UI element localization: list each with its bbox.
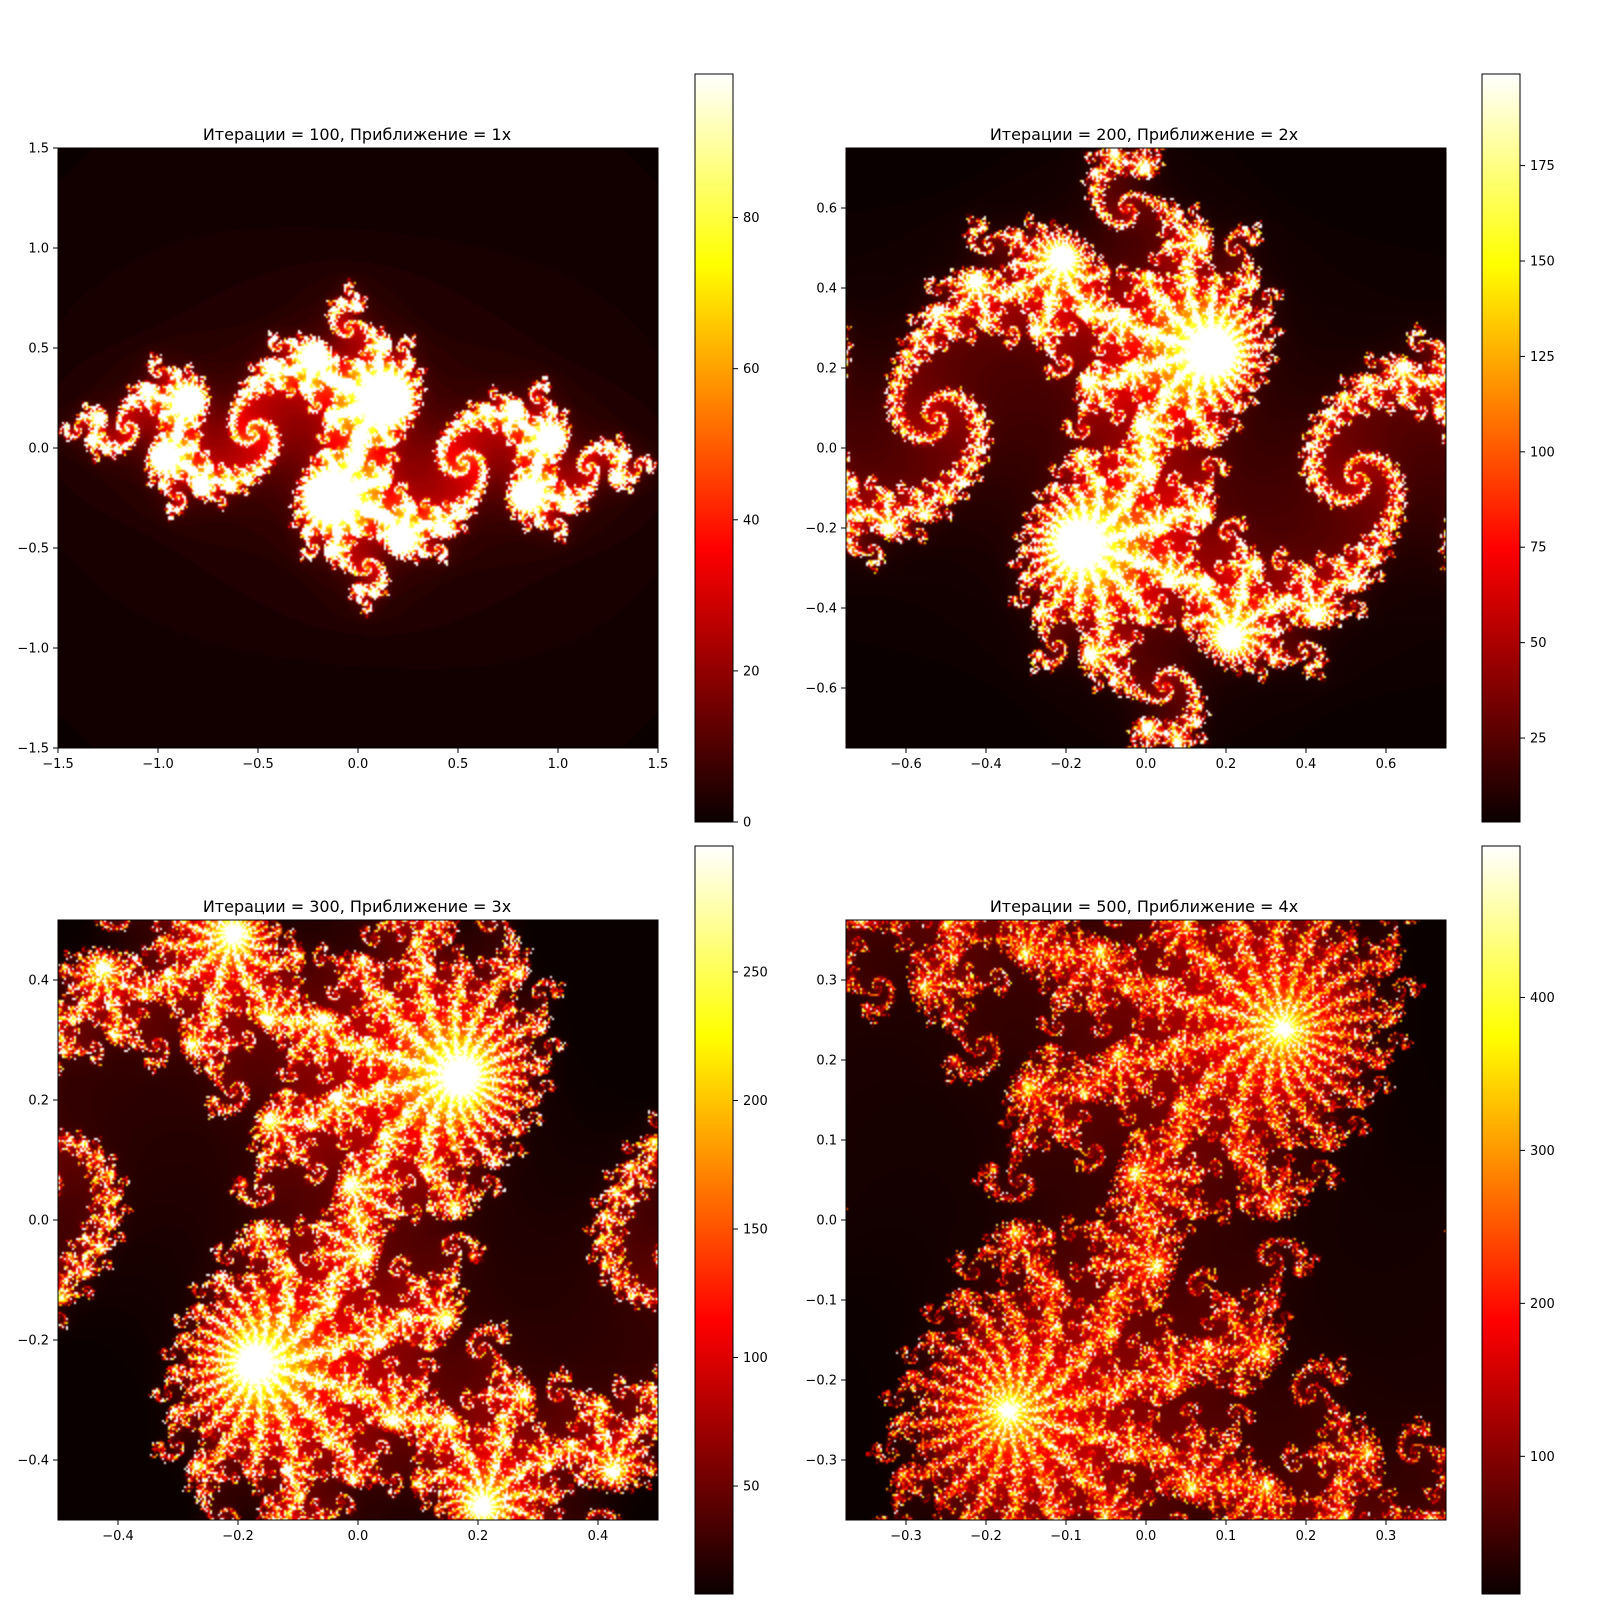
panel-title: Итерации = 200, Приближение = 2x xyxy=(990,125,1298,144)
y-tick-label: −1.5 xyxy=(17,742,49,757)
y-tick-label: −1.0 xyxy=(17,642,49,657)
x-tick-label: 0.0 xyxy=(348,1529,369,1544)
x-tick-label: 0.6 xyxy=(1376,757,1397,772)
colorbar-tick-label: 80 xyxy=(743,211,760,226)
y-tick-label: 0.4 xyxy=(816,282,837,297)
colorbar-frame xyxy=(1481,845,1521,1595)
colorbar-tick-label: 50 xyxy=(743,1480,760,1495)
colorbar-tick-label: 250 xyxy=(743,965,768,980)
y-tick-label: 0.2 xyxy=(816,362,837,377)
panel-1: Итерации = 100, Приближение = 1x −1.5 −1.… xyxy=(17,73,760,831)
fractal-image xyxy=(846,148,1446,748)
y-tick-label: −0.6 xyxy=(805,682,837,697)
x-tick-label: −1.5 xyxy=(42,757,74,772)
y-tick-label: 0.0 xyxy=(816,1214,837,1229)
x-tick-label: 0.0 xyxy=(1136,1529,1157,1544)
y-tick-label: −0.2 xyxy=(805,522,837,537)
y-tick-label: 0.4 xyxy=(28,974,49,989)
x-tick-label: −1.0 xyxy=(142,757,174,772)
x-tick-label: 0.0 xyxy=(348,757,369,772)
colorbar xyxy=(695,74,733,822)
panel-2: Итерации = 200, Приближение = 2x −0.6 −0.… xyxy=(805,73,1555,823)
x-tick-label: 0.2 xyxy=(1216,757,1237,772)
panel-title: Итерации = 100, Приближение = 1x xyxy=(203,125,511,144)
y-tick-label: 0.0 xyxy=(816,442,837,457)
x-tick-label: −0.2 xyxy=(222,1529,254,1544)
y-tick-label: −0.4 xyxy=(805,602,837,617)
x-tick-label: 0.4 xyxy=(588,1529,609,1544)
y-tick-label: −0.2 xyxy=(17,1334,49,1349)
y-tick-label: 0.3 xyxy=(816,974,837,989)
colorbar-tick-label: 125 xyxy=(1530,350,1555,365)
colorbar-tick-label: 50 xyxy=(1530,636,1547,651)
y-tick-label: −0.1 xyxy=(805,1294,837,1309)
panel-3: Итерации = 300, Приближение = 3x −0.4 −0.… xyxy=(17,845,768,1595)
x-tick-label: 1.0 xyxy=(548,757,569,772)
y-tick-label: −0.4 xyxy=(17,1454,49,1469)
colorbar-tick-label: 300 xyxy=(1530,1144,1555,1159)
y-tick-label: 0.2 xyxy=(816,1054,837,1069)
fractal-image xyxy=(58,148,658,748)
colorbar-tick-label: 100 xyxy=(1530,445,1555,460)
fractal-image xyxy=(846,920,1446,1520)
x-tick-label: −0.4 xyxy=(970,757,1002,772)
colorbar-tick-label: 100 xyxy=(1530,1450,1555,1465)
y-tick-label: −0.5 xyxy=(17,542,49,557)
colorbar-frame xyxy=(1481,73,1521,823)
colorbar-tick-label: 200 xyxy=(743,1094,768,1109)
x-tick-label: 0.4 xyxy=(1296,757,1317,772)
colorbar-tick-label: 175 xyxy=(1530,159,1555,174)
colorbar-tick-label: 400 xyxy=(1530,991,1555,1006)
y-tick-label: 0.1 xyxy=(816,1134,837,1149)
x-tick-label: −0.2 xyxy=(970,1529,1002,1544)
y-tick-label: 1.5 xyxy=(28,142,49,157)
colorbar-tick-label: 150 xyxy=(1530,255,1555,270)
y-tick-label: −0.2 xyxy=(805,1374,837,1389)
colorbar-tick-label: 20 xyxy=(743,664,760,679)
y-tick-label: 0.0 xyxy=(28,442,49,457)
colorbar-tick-label: 60 xyxy=(743,362,760,377)
colorbar-tick-label: 200 xyxy=(1530,1297,1555,1312)
x-tick-label: 0.0 xyxy=(1136,757,1157,772)
x-tick-label: −0.2 xyxy=(1050,757,1082,772)
x-tick-label: −0.6 xyxy=(890,757,922,772)
y-tick-label: −0.3 xyxy=(805,1454,837,1469)
panel-title: Итерации = 500, Приближение = 4x xyxy=(990,897,1298,916)
colorbar-frame xyxy=(694,845,734,1595)
x-tick-label: 0.1 xyxy=(1216,1529,1237,1544)
y-tick-label: 0.0 xyxy=(28,1214,49,1229)
x-tick-label: 0.2 xyxy=(1296,1529,1317,1544)
colorbar-tick-label: 150 xyxy=(743,1222,768,1237)
x-tick-label: −0.3 xyxy=(890,1529,922,1544)
y-tick-label: 0.5 xyxy=(28,342,49,357)
x-tick-label: 0.5 xyxy=(448,757,469,772)
colorbar-tick-label: 40 xyxy=(743,513,760,528)
fractal-image xyxy=(58,920,658,1520)
x-tick-label: 1.5 xyxy=(648,757,669,772)
x-tick-label: −0.5 xyxy=(242,757,274,772)
colorbar-frame xyxy=(694,73,734,823)
colorbar-tick-label: 0 xyxy=(743,816,751,831)
x-tick-label: 0.2 xyxy=(468,1529,489,1544)
colorbar-tick-label: 100 xyxy=(743,1351,768,1366)
y-tick-label: 0.6 xyxy=(816,202,837,217)
colorbar-tick-label: 25 xyxy=(1530,732,1547,747)
colorbar xyxy=(695,846,733,1594)
colorbar xyxy=(1482,74,1520,822)
x-tick-label: −0.4 xyxy=(102,1529,134,1544)
y-tick-label: 1.0 xyxy=(28,242,49,257)
x-tick-label: 0.3 xyxy=(1376,1529,1397,1544)
colorbar-tick-label: 75 xyxy=(1530,541,1547,556)
y-tick-label: 0.2 xyxy=(28,1094,49,1109)
panel-4: Итерации = 500, Приближение = 4x −0.3 −0.… xyxy=(805,845,1555,1595)
panel-title: Итерации = 300, Приближение = 3x xyxy=(203,897,511,916)
colorbar xyxy=(1482,846,1520,1594)
x-tick-label: −0.1 xyxy=(1050,1529,1082,1544)
